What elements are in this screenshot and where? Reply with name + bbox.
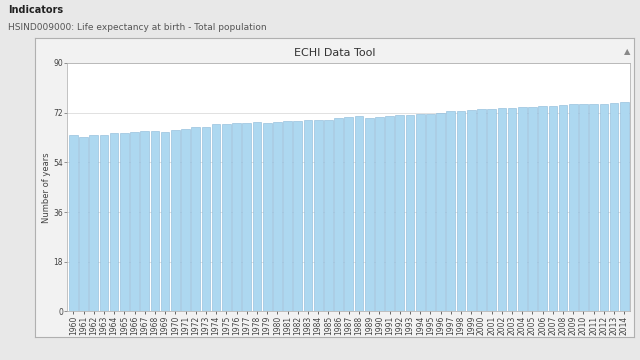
- Bar: [344, 117, 353, 311]
- Bar: [69, 135, 77, 311]
- Bar: [161, 132, 170, 311]
- Bar: [600, 104, 608, 311]
- Bar: [110, 133, 118, 311]
- Bar: [518, 107, 527, 311]
- Bar: [334, 118, 343, 311]
- Text: HSIND009000: Life expectancy at birth - Total population: HSIND009000: Life expectancy at birth - …: [8, 23, 266, 32]
- Bar: [569, 104, 577, 311]
- Bar: [120, 133, 129, 311]
- Bar: [396, 116, 404, 311]
- Bar: [385, 116, 394, 311]
- Bar: [222, 124, 230, 311]
- Bar: [130, 132, 139, 311]
- Bar: [589, 104, 598, 311]
- Bar: [90, 135, 98, 311]
- Bar: [294, 121, 302, 311]
- Bar: [100, 135, 108, 311]
- Bar: [284, 121, 292, 311]
- Bar: [579, 104, 588, 311]
- Bar: [365, 118, 374, 311]
- Bar: [303, 120, 312, 311]
- Bar: [559, 105, 568, 311]
- Bar: [324, 120, 333, 311]
- Y-axis label: Number of years: Number of years: [42, 152, 51, 222]
- Text: ECHI Data Tool: ECHI Data Tool: [294, 48, 375, 58]
- Bar: [416, 114, 424, 311]
- Bar: [253, 122, 261, 311]
- Bar: [171, 130, 180, 311]
- Bar: [150, 131, 159, 311]
- Bar: [457, 111, 465, 311]
- Bar: [447, 111, 455, 311]
- Bar: [355, 116, 364, 311]
- Bar: [273, 122, 282, 311]
- Bar: [243, 123, 251, 311]
- Bar: [202, 127, 211, 311]
- Bar: [212, 124, 221, 311]
- Bar: [232, 123, 241, 311]
- Bar: [548, 106, 557, 311]
- Bar: [314, 120, 323, 311]
- Bar: [181, 129, 190, 311]
- Bar: [497, 108, 506, 311]
- Bar: [375, 117, 384, 311]
- Bar: [79, 137, 88, 311]
- Text: ▲: ▲: [624, 47, 630, 56]
- Bar: [538, 106, 547, 311]
- Bar: [528, 107, 537, 311]
- Bar: [610, 103, 618, 311]
- Bar: [436, 113, 445, 311]
- Bar: [426, 113, 435, 311]
- Bar: [406, 115, 414, 311]
- Bar: [467, 111, 476, 311]
- Bar: [477, 109, 486, 311]
- Text: Indicators: Indicators: [8, 5, 63, 15]
- Bar: [508, 108, 516, 311]
- Bar: [487, 109, 496, 311]
- Bar: [263, 123, 271, 311]
- Bar: [140, 131, 149, 311]
- Bar: [620, 102, 628, 311]
- Bar: [191, 127, 200, 311]
